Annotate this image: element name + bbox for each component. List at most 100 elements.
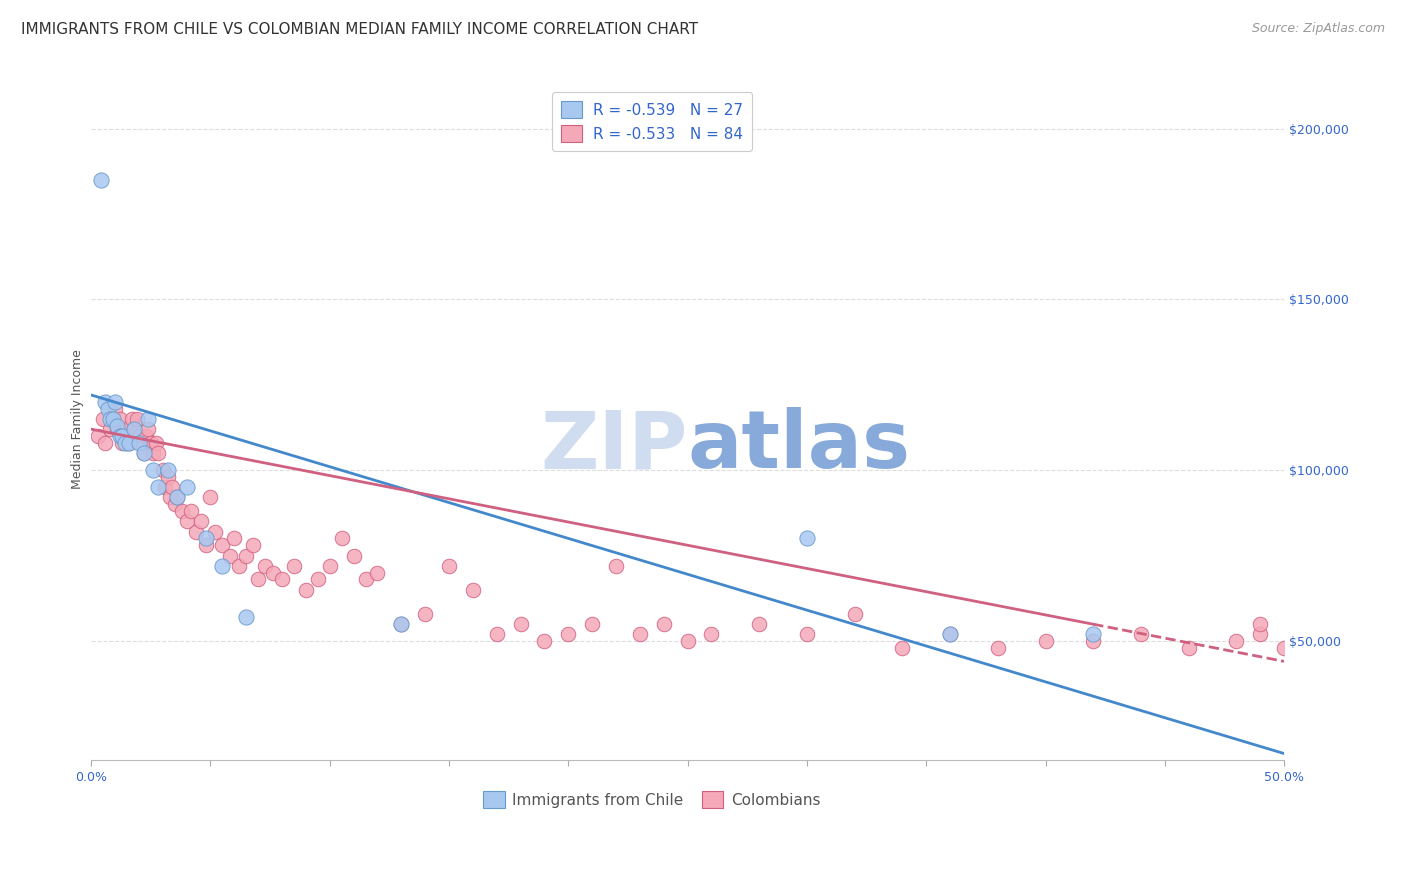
Point [796,532,818,546]
Point [461,582,484,597]
Point [204,524,226,539]
Point [224,532,246,546]
Point [319,558,342,573]
Point [118,435,141,450]
Point [128,435,150,450]
Point [142,463,165,477]
Point [145,435,167,450]
Point [91,412,114,426]
Point [190,514,212,528]
Point [108,412,131,426]
Point [129,435,152,450]
Point [114,429,136,443]
Text: atlas: atlas [688,408,911,485]
Point [101,412,124,426]
Point [132,446,155,460]
Point [108,429,131,443]
Point [939,627,962,641]
Point [87,429,110,443]
Point [295,582,318,597]
Point [413,607,436,621]
Point [891,640,914,655]
Point [114,435,136,450]
Point [485,627,508,641]
Point [153,480,176,494]
Point [162,480,184,494]
Point [94,435,117,450]
Point [271,573,294,587]
Point [1035,633,1057,648]
Point [700,627,723,641]
Point [748,616,770,631]
Point [354,573,377,587]
Point [90,173,112,187]
Point [98,422,121,436]
Point [146,446,169,460]
Point [107,422,129,436]
Point [1177,640,1199,655]
Point [343,549,366,563]
Point [1225,633,1247,648]
Point [194,538,217,552]
Point [437,558,460,573]
Point [142,446,165,460]
Point [115,422,138,436]
Point [97,401,120,416]
Point [156,463,179,477]
Point [366,566,388,580]
Point [132,446,155,460]
Point [166,491,188,505]
Point [170,504,193,518]
Point [509,616,531,631]
Y-axis label: Median Family Income: Median Family Income [72,349,84,489]
Point [605,558,627,573]
Point [122,422,145,436]
Point [262,566,284,580]
Point [186,524,208,539]
Point [94,394,117,409]
Point [242,538,264,552]
Point [128,429,150,443]
Point [211,558,233,573]
Point [111,429,134,443]
Point [987,640,1010,655]
Point [122,422,145,436]
Point [283,558,305,573]
Point [1249,616,1271,631]
Point [166,491,188,505]
Point [796,627,818,641]
Point [118,435,141,450]
Point [1083,633,1105,648]
Point [176,480,198,494]
Point [200,491,222,505]
Point [533,633,555,648]
Text: IMMIGRANTS FROM CHILE VS COLOMBIAN MEDIAN FAMILY INCOME CORRELATION CHART: IMMIGRANTS FROM CHILE VS COLOMBIAN MEDIA… [21,22,699,37]
Point [581,616,603,631]
Point [218,549,240,563]
Point [194,532,217,546]
Point [254,558,277,573]
Point [156,470,179,484]
Text: ZIP: ZIP [540,408,688,485]
Point [211,538,233,552]
Point [138,422,160,436]
Point [628,627,651,641]
Point [121,412,143,426]
Point [104,401,127,416]
Point [1129,627,1152,641]
Point [247,573,270,587]
Legend: Immigrants from Chile, Colombians: Immigrants from Chile, Colombians [477,785,827,814]
Point [1272,640,1295,655]
Point [557,627,579,641]
Point [228,558,250,573]
Point [139,435,162,450]
Point [939,627,962,641]
Point [1083,627,1105,641]
Point [107,418,129,433]
Point [159,491,181,505]
Point [152,463,174,477]
Point [111,435,134,450]
Point [125,412,148,426]
Point [330,532,353,546]
Point [844,607,866,621]
